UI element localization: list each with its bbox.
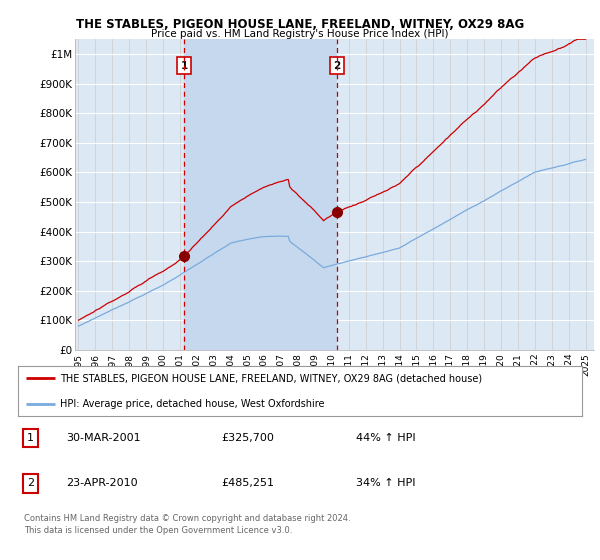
Bar bbox=[184, 39, 337, 350]
Text: THE STABLES, PIGEON HOUSE LANE, FREELAND, WITNEY, OX29 8AG: THE STABLES, PIGEON HOUSE LANE, FREELAND… bbox=[76, 18, 524, 31]
Text: THE STABLES, PIGEON HOUSE LANE, FREELAND, WITNEY, OX29 8AG (detached house): THE STABLES, PIGEON HOUSE LANE, FREELAND… bbox=[60, 373, 482, 383]
Text: 2: 2 bbox=[27, 478, 34, 488]
Text: 1: 1 bbox=[181, 61, 188, 71]
Text: £325,700: £325,700 bbox=[221, 433, 274, 443]
Text: 1: 1 bbox=[27, 433, 34, 443]
Text: 34% ↑ HPI: 34% ↑ HPI bbox=[356, 478, 416, 488]
Text: Price paid vs. HM Land Registry's House Price Index (HPI): Price paid vs. HM Land Registry's House … bbox=[151, 29, 449, 39]
Text: 44% ↑ HPI: 44% ↑ HPI bbox=[356, 433, 416, 443]
Text: This data is licensed under the Open Government Licence v3.0.: This data is licensed under the Open Gov… bbox=[24, 526, 292, 535]
Text: 2: 2 bbox=[334, 61, 341, 71]
Text: 30-MAR-2001: 30-MAR-2001 bbox=[66, 433, 140, 443]
Text: 23-APR-2010: 23-APR-2010 bbox=[66, 478, 137, 488]
Text: £485,251: £485,251 bbox=[221, 478, 274, 488]
Text: Contains HM Land Registry data © Crown copyright and database right 2024.: Contains HM Land Registry data © Crown c… bbox=[24, 514, 350, 523]
Text: HPI: Average price, detached house, West Oxfordshire: HPI: Average price, detached house, West… bbox=[60, 399, 325, 409]
